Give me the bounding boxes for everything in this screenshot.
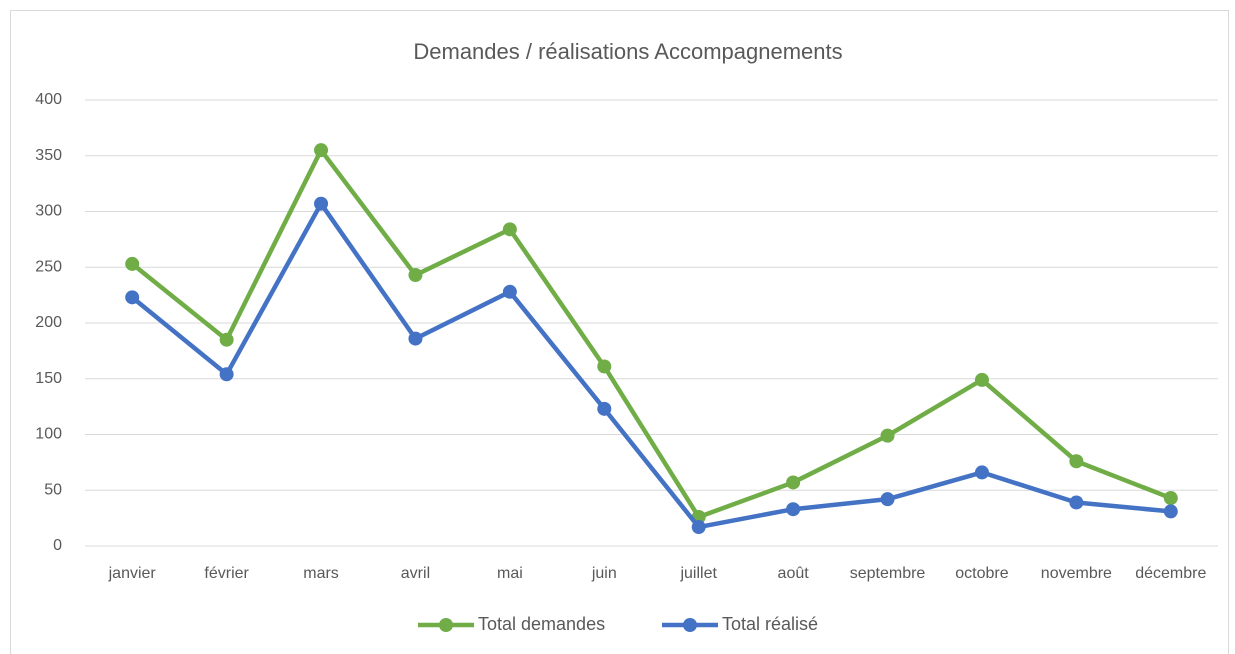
y-tick-label: 50 <box>44 481 62 498</box>
x-tick-label: décembre <box>1135 565 1206 582</box>
data-point <box>786 502 801 517</box>
data-point <box>125 290 140 305</box>
series-line <box>130 147 1172 520</box>
data-point <box>502 284 517 299</box>
legend-label: Total réalisé <box>722 614 818 634</box>
data-point <box>597 401 612 416</box>
data-point <box>125 256 140 271</box>
data-point <box>691 520 706 535</box>
x-tick-label: septembre <box>850 565 926 582</box>
chart-title: Demandes / réalisations Accompagnements <box>413 39 842 64</box>
data-point <box>974 372 989 387</box>
x-tick-label: juin <box>591 565 617 582</box>
y-tick-label: 300 <box>35 203 62 220</box>
data-point <box>1163 504 1178 519</box>
y-tick-label: 250 <box>35 258 62 275</box>
chart-border <box>10 10 1229 654</box>
x-tick-label: novembre <box>1041 565 1112 582</box>
data-point <box>219 367 234 382</box>
series-line <box>130 201 1172 530</box>
data-point <box>597 359 612 374</box>
x-tick-label: mars <box>303 565 339 582</box>
x-tick-label: février <box>204 565 249 582</box>
x-tick-label: mai <box>497 565 523 582</box>
x-tick-label: octobre <box>955 565 1008 582</box>
data-point <box>880 492 895 507</box>
data-point <box>408 268 423 283</box>
data-point <box>314 143 329 158</box>
data-point <box>408 331 423 346</box>
y-tick-label: 0 <box>53 537 62 554</box>
data-point <box>219 332 234 347</box>
y-tick-label: 400 <box>35 91 62 108</box>
data-point <box>880 428 895 443</box>
y-tick-label: 150 <box>35 370 62 387</box>
legend-marker <box>683 618 697 632</box>
data-point <box>1163 491 1178 506</box>
y-tick-label: 350 <box>35 147 62 164</box>
data-point <box>314 196 329 211</box>
y-tick-label: 200 <box>35 314 62 331</box>
x-tick-label: avril <box>401 565 430 582</box>
x-tick-label: juillet <box>679 565 717 582</box>
y-tick-label: 100 <box>35 426 62 443</box>
data-point <box>1069 495 1084 510</box>
data-point <box>1069 454 1084 469</box>
x-tick-label: janvier <box>108 565 157 582</box>
data-point <box>502 222 517 237</box>
legend-marker <box>439 618 453 632</box>
x-tick-label: août <box>778 565 810 582</box>
legend-label: Total demandes <box>478 614 605 634</box>
data-point <box>974 465 989 480</box>
data-point <box>786 475 801 490</box>
